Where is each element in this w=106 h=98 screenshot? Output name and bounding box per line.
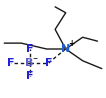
- Text: F: F: [26, 44, 33, 54]
- Text: F: F: [45, 58, 52, 68]
- Text: B: B: [25, 58, 34, 68]
- Text: F: F: [7, 58, 14, 68]
- Text: −: −: [32, 55, 38, 60]
- Text: N: N: [61, 44, 70, 54]
- Text: +: +: [68, 39, 75, 48]
- Text: F: F: [26, 71, 33, 81]
